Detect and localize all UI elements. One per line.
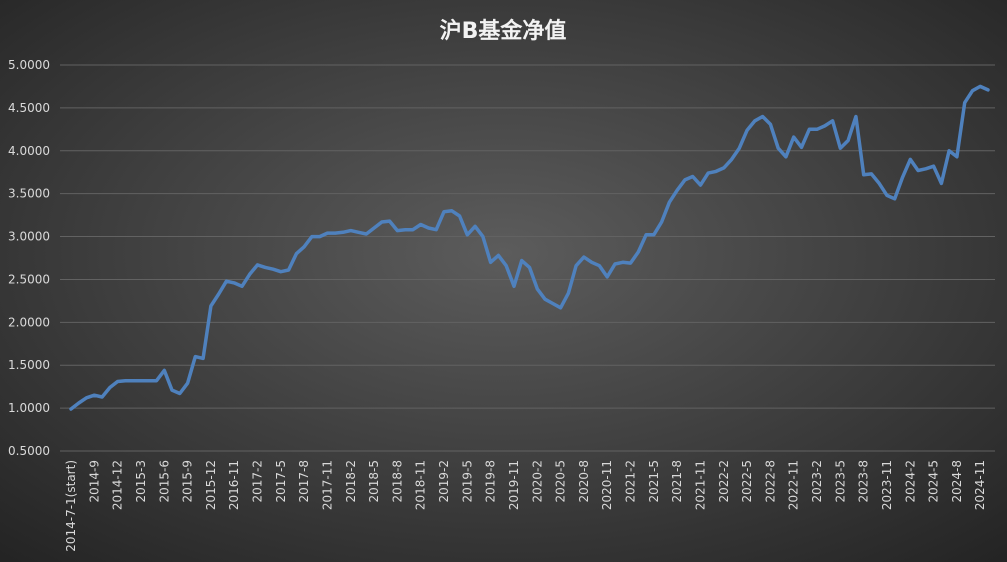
x-tick-label: 2018-8 (390, 460, 404, 503)
x-tick-label: 2014-12 (111, 460, 125, 510)
y-tick-label: 2.5000 (8, 272, 50, 286)
x-tick-label: 2018-11 (414, 460, 428, 510)
x-tick-label: 2022-5 (740, 460, 754, 503)
x-tick-label: 2017-5 (274, 460, 288, 503)
y-tick-label: 1.5000 (8, 358, 50, 372)
x-tick-label: 2020-5 (554, 460, 568, 503)
x-tick-label: 2019-5 (460, 460, 474, 503)
x-tick-label: 2022-11 (787, 460, 801, 510)
x-tick-label: 2018-2 (344, 460, 358, 503)
x-tick-label: 2017-11 (320, 460, 334, 510)
x-tick-label: 2020-11 (600, 460, 614, 510)
y-tick-label: 0.5000 (8, 444, 50, 458)
x-tick-label: 2019-11 (507, 460, 521, 510)
x-tick-label: 2017-2 (251, 460, 265, 503)
x-tick-label: 2016-11 (227, 460, 241, 510)
x-tick-label: 2021-8 (670, 460, 684, 503)
x-tick-label: 2019-8 (484, 460, 498, 503)
y-tick-label: 3.0000 (8, 230, 50, 244)
y-tick-label: 4.0000 (8, 144, 50, 158)
x-tick-label: 2015-6 (157, 460, 171, 503)
x-tick-label: 2023-11 (880, 460, 894, 510)
x-tick-label: 2015-9 (181, 460, 195, 503)
x-tick-label: 2023-8 (857, 460, 871, 503)
x-tick-label: 2023-2 (810, 460, 824, 503)
x-tick-label: 2020-8 (577, 460, 591, 503)
x-tick-label: 2024-8 (950, 460, 964, 503)
x-tick-label: 2019-2 (437, 460, 451, 503)
x-tick-label: 2014-7-1(start) (64, 460, 78, 552)
x-tick-label: 2024-2 (903, 460, 917, 503)
x-tick-label: 2024-11 (973, 460, 987, 510)
chart-title: 沪B基金净值 (440, 18, 567, 44)
x-tick-label: 2014-9 (87, 460, 101, 503)
x-tick-label: 2015-3 (134, 460, 148, 503)
y-tick-label: 2.0000 (8, 315, 50, 329)
y-tick-label: 3.5000 (8, 187, 50, 201)
y-tick-label: 4.5000 (8, 101, 50, 115)
y-tick-label: 5.0000 (8, 58, 50, 72)
x-tick-label: 2022-8 (763, 460, 777, 503)
x-tick-label: 2017-8 (297, 460, 311, 503)
line-series (69, 84, 990, 411)
x-tick-label: 2021-11 (693, 460, 707, 510)
x-tick-label: 2024-5 (927, 460, 941, 503)
y-tick-label: 1.0000 (8, 401, 50, 415)
x-tick-label: 2020-2 (530, 460, 544, 503)
x-tick-label: 2021-5 (647, 460, 661, 503)
x-tick-label: 2021-2 (624, 460, 638, 503)
x-tick-label: 2018-5 (367, 460, 381, 503)
x-tick-label: 2015-12 (204, 460, 218, 510)
x-tick-label: 2023-5 (833, 460, 847, 503)
x-tick-label: 2022-2 (717, 460, 731, 503)
